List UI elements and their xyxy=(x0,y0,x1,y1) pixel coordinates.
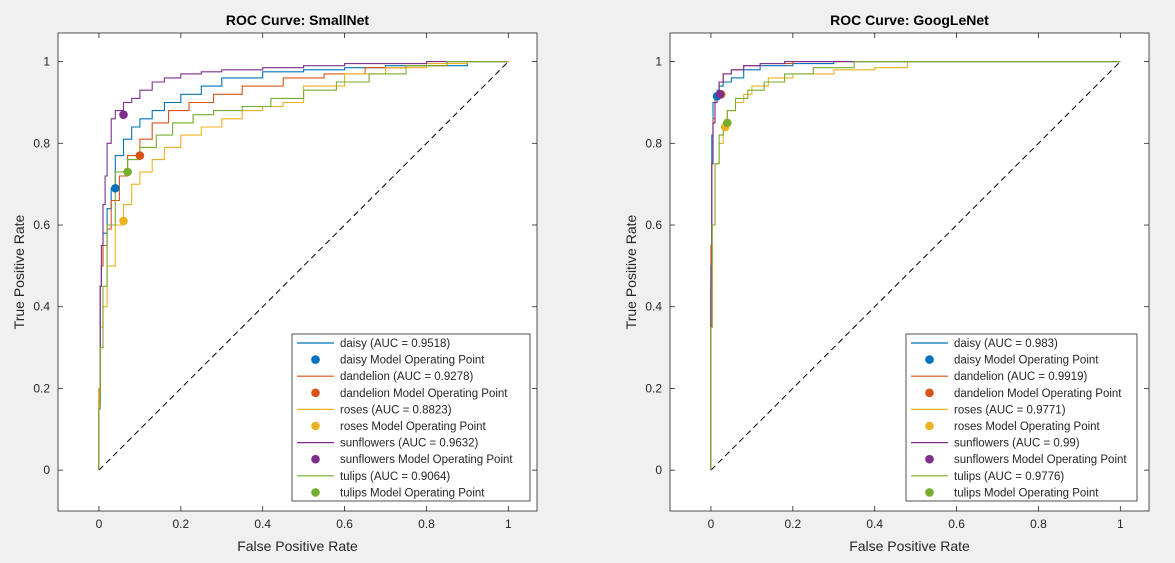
legend-entry-sunflowers: sunflowers (AUC = 0.9632) xyxy=(340,438,479,450)
y-tick-label: 0 xyxy=(43,463,50,477)
operating-point-daisy xyxy=(111,183,120,193)
x-tick-label: 0.2 xyxy=(784,517,801,531)
x-tick-label: 0.8 xyxy=(418,517,435,531)
y-tick-label: 1 xyxy=(655,55,662,69)
y-axis-label: True Positive Rate xyxy=(623,214,639,329)
x-tick-label: 1 xyxy=(1117,517,1124,531)
legend-marker-swatch xyxy=(311,388,320,398)
x-axis-label: False Positive Rate xyxy=(849,538,970,554)
roc-line-sunflowers xyxy=(710,61,1121,471)
axes-box xyxy=(57,32,538,512)
roc-line-tulips xyxy=(98,61,509,471)
operating-point-dandelion xyxy=(135,151,145,160)
y-tick-label: 0.6 xyxy=(645,218,662,232)
x-tick-label: 0.8 xyxy=(1030,517,1047,531)
x-tick-label: 0 xyxy=(708,517,715,531)
legend-entry-dandelion: dandelion (AUC = 0.9278) xyxy=(340,371,473,383)
x-tick-label: 0.2 xyxy=(172,517,189,531)
roc-line-sunflowers xyxy=(98,61,509,471)
operating-point-sunflowers xyxy=(119,110,128,120)
legend-entry-sunflowers-operating-point: sunflowers Model Operating Point xyxy=(954,454,1127,466)
legend-entry-roses: roses (AUC = 0.9771) xyxy=(954,404,1066,416)
legend-marker-swatch xyxy=(311,454,320,464)
chart-panel-2: 0 0.2 0.4 0.6 0.8 1 0 0.2 0.4 0.6 0.8 1 ROC Curve: G… xyxy=(623,12,1150,554)
legend-entry-daisy: daisy (AUC = 0.983) xyxy=(954,338,1058,350)
legend: daisy (AUC = 0.9518) daisy Model Operatin… xyxy=(291,333,531,502)
y-tick-label: 0.4 xyxy=(645,300,662,314)
legend-entry-tulips-operating-point: tulips Model Operating Point xyxy=(954,487,1099,499)
legend-entry-tulips: tulips (AUC = 0.9064) xyxy=(340,471,450,483)
legend-entry-daisy: daisy (AUC = 0.9518) xyxy=(340,338,450,350)
y-tick-label: 0.2 xyxy=(645,381,662,395)
legend-marker-swatch xyxy=(311,421,320,431)
y-tick-label: 0.6 xyxy=(33,218,50,232)
legend-marker-swatch xyxy=(925,488,934,497)
operating-point-tulips xyxy=(723,118,732,128)
legend-marker-swatch xyxy=(311,488,320,497)
chart-title: ROC Curve: SmallNet xyxy=(226,12,369,28)
legend-entry-daisy-operating-point: daisy Model Operating Point xyxy=(340,355,485,367)
y-tick-label: 0.8 xyxy=(645,136,662,150)
chart-title: ROC Curve: GoogLeNet xyxy=(830,12,989,28)
legend-entry-tulips-operating-point: tulips Model Operating Point xyxy=(340,487,485,499)
legend-marker-swatch xyxy=(925,454,934,464)
legend-marker-swatch xyxy=(925,355,934,364)
x-tick-label: 0 xyxy=(96,517,103,531)
y-tick-label: 0.8 xyxy=(33,136,50,150)
legend-entry-dandelion: dandelion (AUC = 0.9919) xyxy=(954,371,1087,383)
y-tick-label: 1 xyxy=(43,55,50,69)
legend-entry-dandelion-operating-point: dandelion Model Operating Point xyxy=(954,388,1122,400)
roc-line-tulips xyxy=(710,61,1121,471)
chart-panel-1: 0 0.2 0.4 0.6 0.8 1 0 0.2 0.4 0.6 0.8 1 ROC Curve: S… xyxy=(11,12,538,554)
chance-diagonal-line xyxy=(98,61,509,471)
axes-box xyxy=(669,32,1150,512)
chance-diagonal-line xyxy=(710,61,1121,471)
operating-point-tulips xyxy=(123,167,132,177)
x-tick-label: 0.4 xyxy=(866,517,883,531)
legend-entry-daisy-operating-point: daisy Model Operating Point xyxy=(954,355,1099,367)
y-axis-label: True Positive Rate xyxy=(11,214,27,329)
legend-box xyxy=(291,333,531,502)
legend-marker-swatch xyxy=(925,388,934,398)
x-tick-label: 0.4 xyxy=(254,517,271,531)
x-tick-label: 0.6 xyxy=(336,517,353,531)
legend-entry-roses-operating-point: roses Model Operating Point xyxy=(954,421,1101,433)
legend-marker-swatch xyxy=(311,355,320,364)
legend-entry-sunflowers-operating-point: sunflowers Model Operating Point xyxy=(340,454,513,466)
legend-box xyxy=(905,333,1138,502)
legend-entry-sunflowers: sunflowers (AUC = 0.99) xyxy=(954,438,1080,450)
legend-entry-tulips: tulips (AUC = 0.9776) xyxy=(954,471,1064,483)
y-tick-label: 0.4 xyxy=(33,300,50,314)
x-tick-label: 0.6 xyxy=(948,517,965,531)
y-tick-label: 0 xyxy=(655,463,662,477)
operating-point-sunflowers xyxy=(715,89,725,99)
x-axis-label: False Positive Rate xyxy=(237,538,358,554)
x-tick-label: 1 xyxy=(505,517,512,531)
y-tick-label: 0.2 xyxy=(33,381,50,395)
legend-entry-roses-operating-point: roses Model Operating Point xyxy=(340,421,487,433)
legend: daisy (AUC = 0.983) daisy Model Operating… xyxy=(905,333,1138,502)
legend-entry-roses: roses (AUC = 0.8823) xyxy=(340,404,452,416)
legend-entry-dandelion-operating-point: dandelion Model Operating Point xyxy=(340,388,508,400)
operating-point-roses xyxy=(119,216,128,226)
legend-marker-swatch xyxy=(925,421,934,431)
